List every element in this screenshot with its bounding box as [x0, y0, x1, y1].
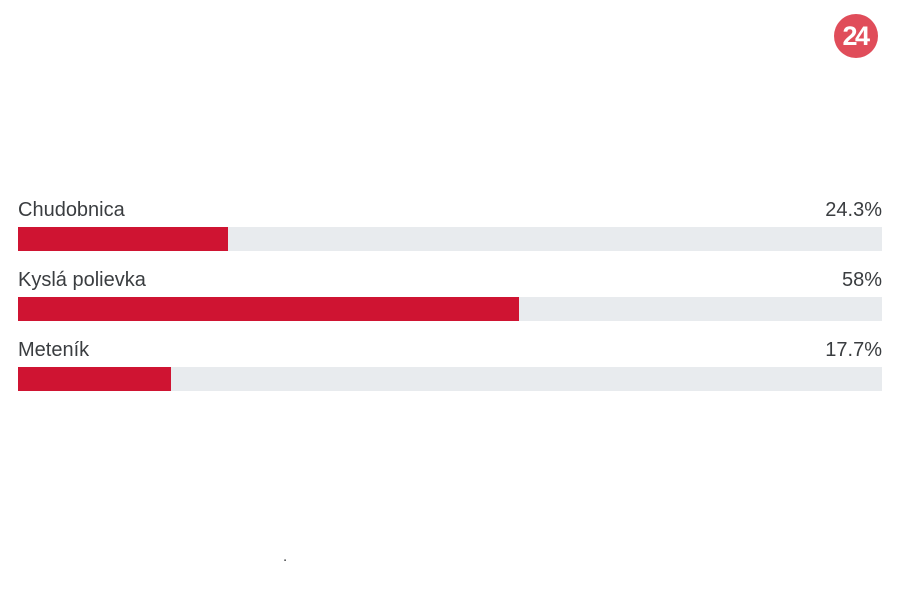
poll-option-row: Meteník 17.7% — [18, 337, 882, 391]
poll-option-label: Kyslá polievka — [18, 269, 146, 291]
stray-dot: . — [283, 548, 288, 565]
poll-option-label: Meteník — [18, 339, 90, 361]
poll-bar-track — [18, 367, 882, 391]
poll-bar-track — [18, 227, 882, 251]
poll-option-percentage: 17.7% — [825, 339, 882, 361]
poll-option-head: Kyslá polievka 58% — [18, 267, 882, 293]
poll-option-percentage: 58% — [841, 269, 882, 291]
poll-results: Chudobnica 24.3% Kyslá polievka 58% Mete… — [18, 197, 882, 407]
poll-option-head: Chudobnica 24.3% — [18, 197, 882, 223]
logo-24-badge: 24 — [834, 14, 878, 58]
poll-option-row: Kyslá polievka 58% — [18, 267, 882, 321]
poll-option-row: Chudobnica 24.3% — [18, 197, 882, 251]
logo-24-text: 24 — [842, 20, 870, 51]
poll-option-percentage: 24.3% — [825, 199, 882, 221]
poll-bar-track — [18, 297, 882, 321]
poll-bar-fill — [18, 367, 171, 391]
poll-option-label: Chudobnica — [18, 199, 125, 221]
poll-option-head: Meteník 17.7% — [18, 337, 882, 363]
poll-bar-fill — [18, 297, 520, 321]
poll-bar-fill — [18, 227, 228, 251]
